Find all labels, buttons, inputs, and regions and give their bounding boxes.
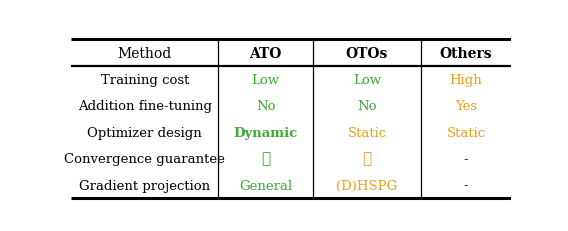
Text: ATO: ATO [249,46,282,60]
Text: Yes: Yes [455,100,477,112]
Text: High: High [450,73,482,86]
Text: Optimizer design: Optimizer design [87,126,202,139]
Text: ✕: ✕ [362,152,371,166]
Text: Low: Low [252,73,280,86]
Text: (D)HSPG: (D)HSPG [336,179,398,192]
Text: -: - [463,179,469,192]
Text: Dynamic: Dynamic [233,126,298,139]
Text: Gradient projection: Gradient projection [79,179,210,192]
Text: OTOs: OTOs [346,46,388,60]
Text: Static: Static [446,126,486,139]
Text: Method: Method [118,46,172,60]
Text: Addition fine-tuning: Addition fine-tuning [78,100,212,112]
Text: Training cost: Training cost [101,73,189,86]
Text: ✓: ✓ [261,152,270,166]
Text: No: No [357,100,377,112]
Text: Others: Others [440,46,492,60]
Text: Convergence guarantee: Convergence guarantee [64,152,225,165]
Text: Low: Low [353,73,381,86]
Text: Static: Static [348,126,387,139]
Text: No: No [256,100,275,112]
Text: General: General [239,179,293,192]
Text: -: - [463,152,469,165]
